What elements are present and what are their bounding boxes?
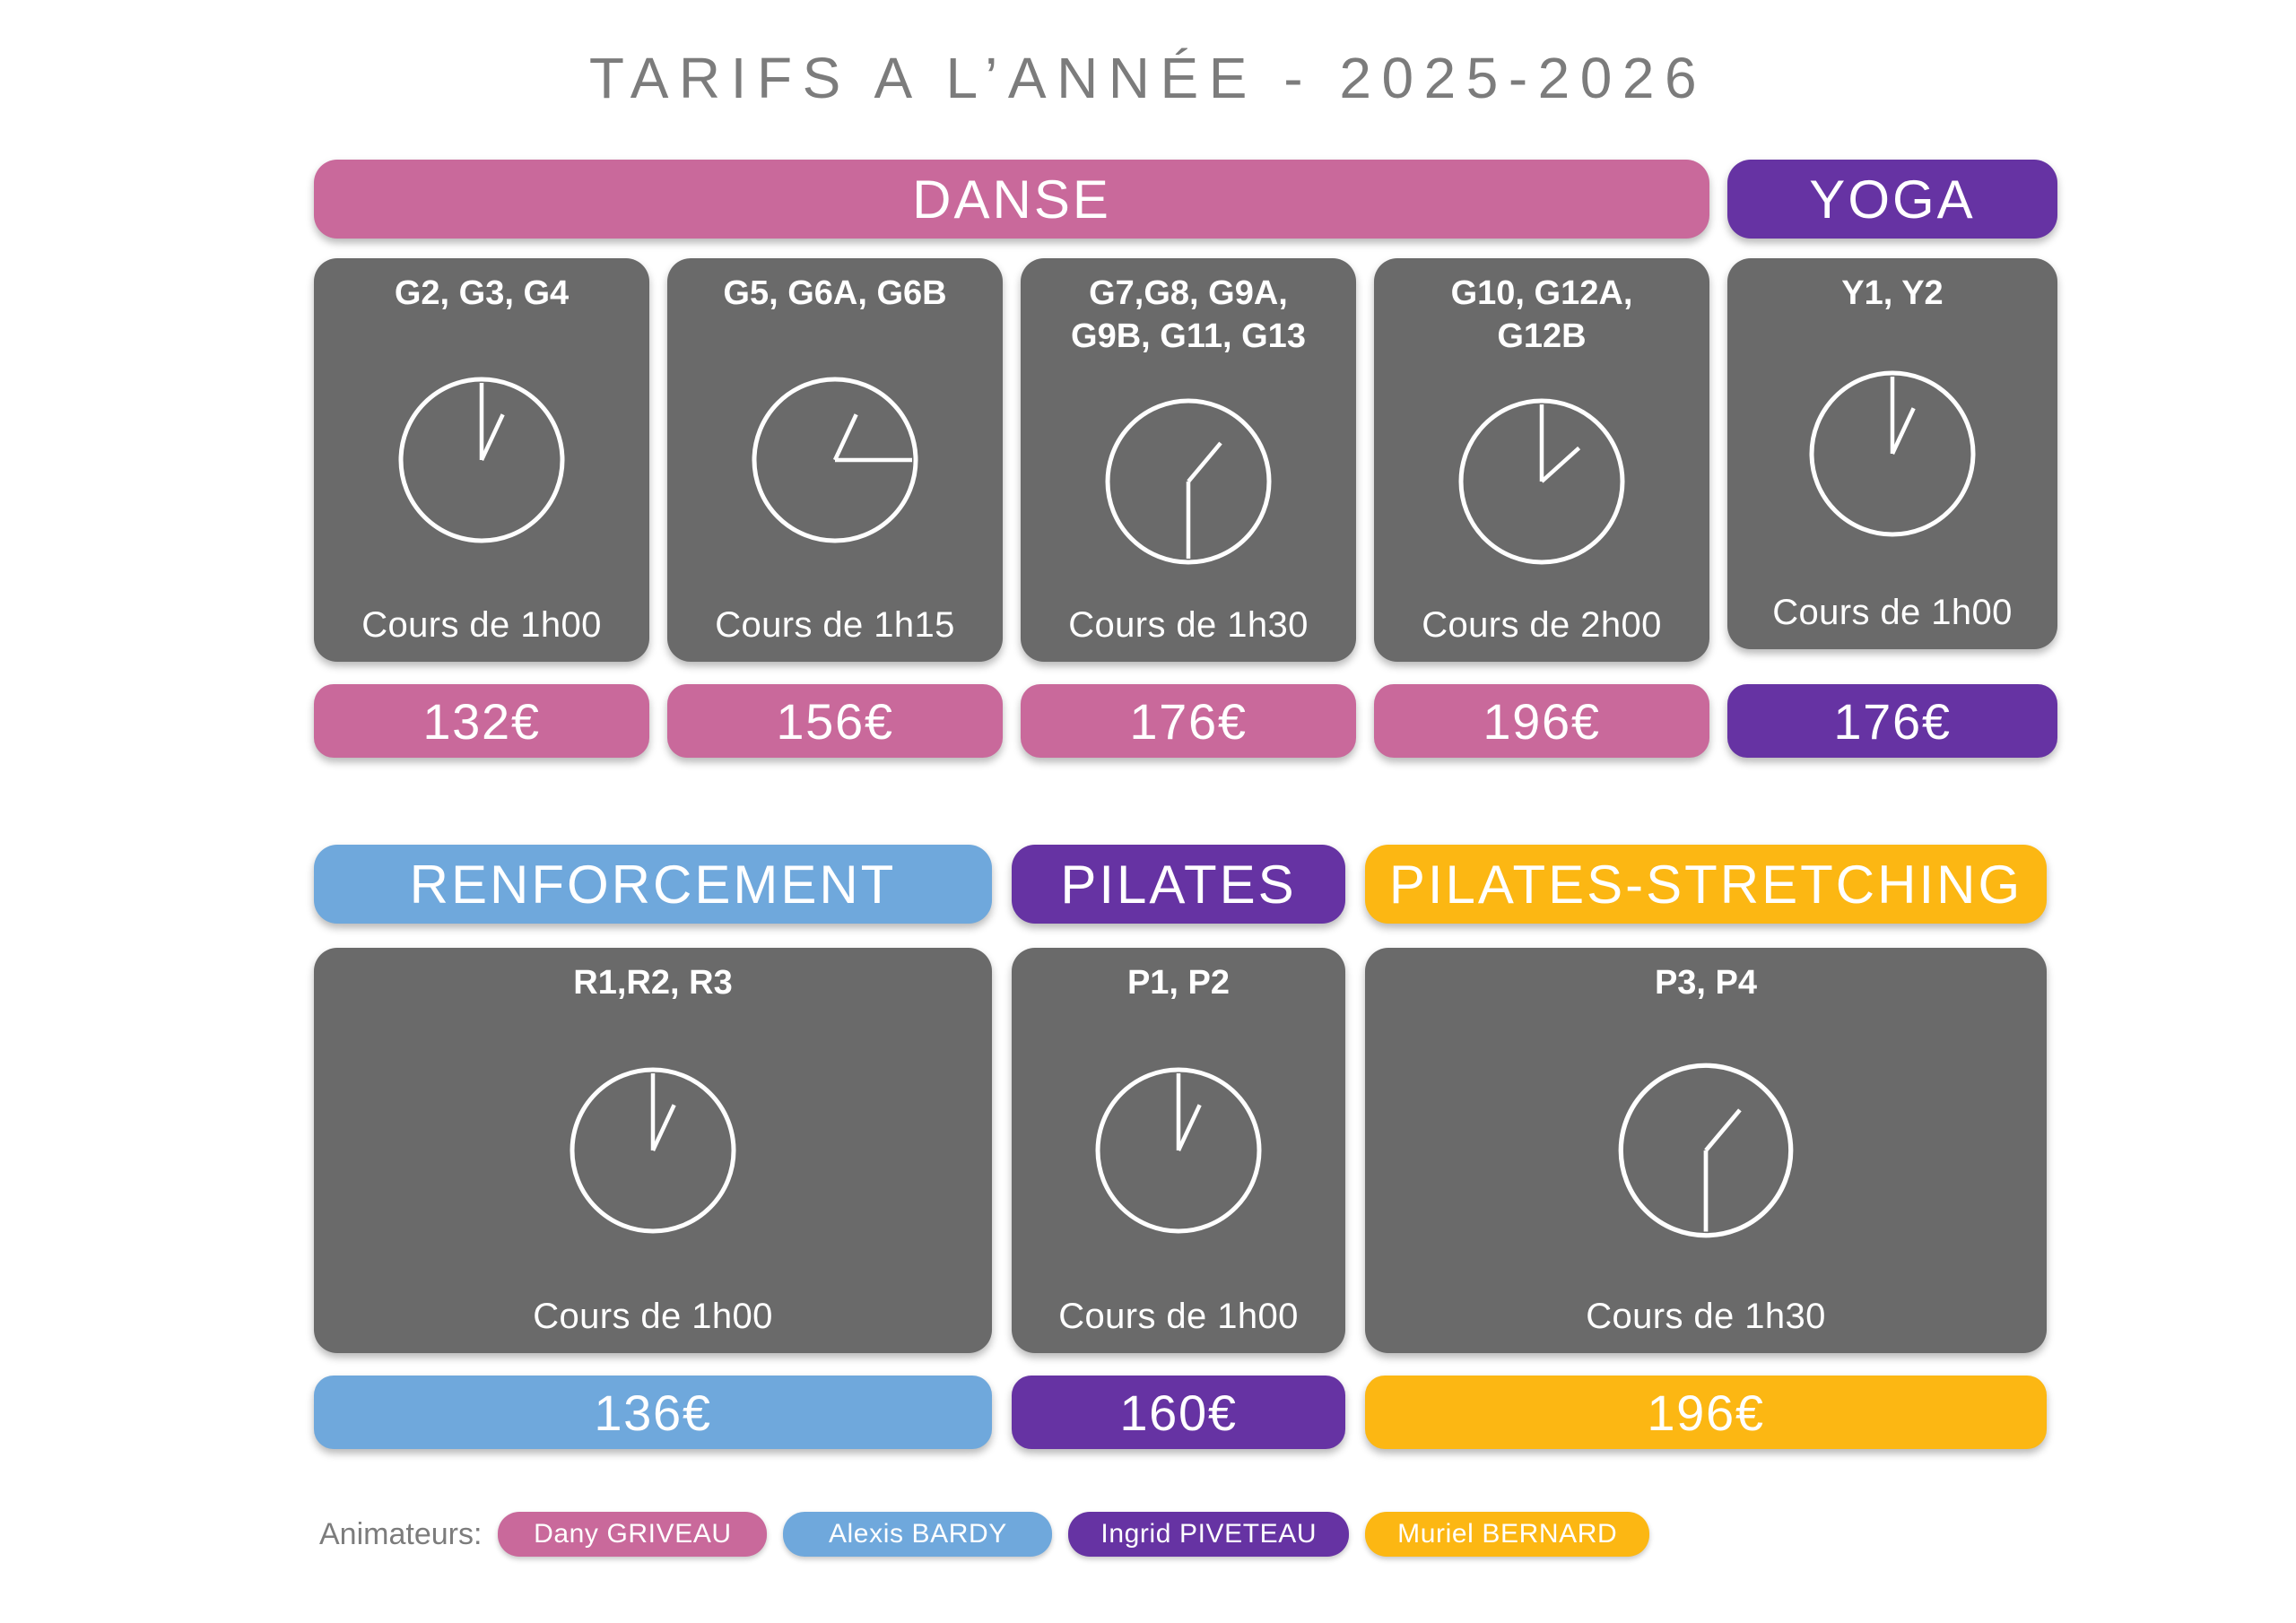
row1-category-headers: DANSE YOGA [314,160,2057,239]
course-card-g5-g6a-g6b: G5, G6A, G6B Cours de 1h15 [667,258,1003,662]
page-title: TARIFS A L’ANNÉE - 2025-2026 [588,46,1708,110]
group-label: G10, G12A, G12B [1450,274,1633,355]
clock-icon [752,377,918,543]
hour-hand [832,413,858,462]
course-card-g7-g13: G7,G8, G9A, G9B, G11, G13 Cours de 1h30 [1021,258,1356,662]
category-header-danse: DANSE [314,160,1709,239]
animators-label: Animateurs: [319,1516,483,1551]
price-badge: 196€ [1365,1376,2047,1449]
clock-icon [1095,1067,1262,1234]
course-card-g2-g3-g4: G2, G3, G4 Cours de 1h00 [314,258,649,662]
course-card-g10-g12: G10, G12A, G12B Cours de 2h00 [1374,258,1709,662]
duration-label: Cours de 1h30 [1586,1297,1826,1336]
group-label: G5, G6A, G6B [723,274,947,312]
hour-hand [1176,1104,1202,1152]
row2-category-headers: RENFORCEMENT PILATES PILATES-STRETCHING [314,845,2054,924]
course-card-p3-p4: P3, P4 Cours de 1h30 [1365,948,2047,1353]
duration-label: Cours de 1h00 [1772,593,2013,632]
category-header-pilates-stretching: PILATES-STRETCHING [1365,845,2047,924]
hour-hand [650,1104,676,1152]
duration-label: Cours de 1h30 [1068,605,1309,645]
animator-badge-alexis-bardy: Alexis BARDY [783,1512,1053,1557]
group-label: P3, P4 [1654,964,1758,1002]
group-label: R1,R2, R3 [573,964,733,1002]
duration-label: Cours de 1h00 [1058,1297,1299,1336]
price-badge: 176€ [1727,684,2057,758]
group-label: G2, G3, G4 [394,274,570,312]
animator-badge-ingrid-piveteau: Ingrid PIVETEAU [1068,1512,1350,1557]
course-card-r1-r2-r3: R1,R2, R3 Cours de 1h00 [314,948,992,1353]
clock-icon [1105,398,1272,565]
price-badge: 136€ [314,1376,992,1449]
category-header-yoga: YOGA [1727,160,2057,239]
clock-icon [398,377,565,543]
category-header-pilates: PILATES [1012,845,1345,924]
price-badge: 160€ [1012,1376,1345,1449]
clock-icon [1458,398,1625,565]
hour-hand [1187,441,1222,483]
pricing-poster: TARIFS A L’ANNÉE - 2025-2026 DANSE YOGA … [0,45,2296,1623]
group-label: Y1, Y2 [1841,274,1944,312]
clock-icon [1809,370,1976,537]
price-badge: 196€ [1374,684,1709,758]
group-label: P1, P2 [1126,964,1231,1002]
duration-label: Cours de 1h15 [715,605,955,645]
animator-badge-dany-griveau: Dany GRIVEAU [498,1512,768,1557]
duration-label: Cours de 1h00 [533,1297,773,1336]
clock-icon [1618,1063,1794,1238]
hour-hand [479,413,505,462]
row1-cards: G2, G3, G4 Cours de 1h00 G5, G6A, G6B [314,258,2057,662]
category-header-renforcement: RENFORCEMENT [314,845,992,924]
group-label: G7,G8, G9A, G9B, G11, G13 [1071,274,1306,355]
animators-footer: Animateurs: Dany GRIVEAU Alexis BARDY In… [319,1512,2296,1557]
content: DANSE YOGA G2, G3, G4 Cours de 1h00 [314,160,2057,1449]
row2-prices: 136€ 160€ 196€ [314,1376,2054,1449]
price-badge: 132€ [314,684,649,758]
duration-label: Cours de 1h00 [361,605,602,645]
animator-badge-muriel-bernard: Muriel BERNARD [1365,1512,1650,1557]
hour-hand [1704,1108,1742,1152]
hour-hand [1540,446,1581,483]
row2-cards: R1,R2, R3 Cours de 1h00 P1, P2 [314,948,2054,1353]
duration-label: Cours de 2h00 [1422,605,1662,645]
course-card-y1-y2: Y1, Y2 Cours de 1h00 [1727,258,2057,649]
hour-hand [1890,407,1916,456]
clock-icon [570,1067,736,1234]
price-badge: 176€ [1021,684,1356,758]
row1-prices: 132€ 156€ 176€ 196€ 176€ [314,684,2057,758]
course-card-p1-p2: P1, P2 Cours de 1h00 [1012,948,1345,1353]
price-badge: 156€ [667,684,1003,758]
